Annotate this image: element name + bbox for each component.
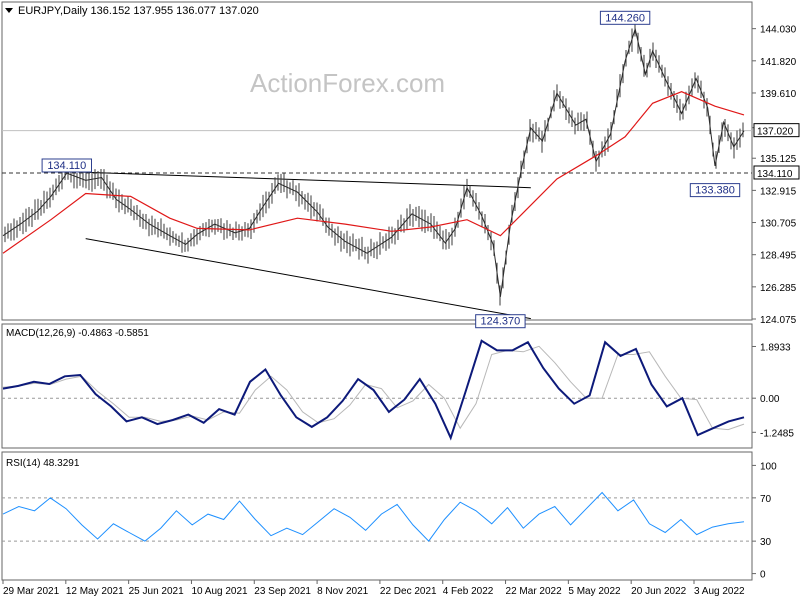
current-price-badge — [753, 123, 800, 138]
x-tick-label: 10 Aug 2021 — [191, 586, 248, 597]
x-tick-label: 20 Jun 2022 — [631, 586, 686, 597]
watermark: ActionForex.com — [250, 68, 445, 98]
annotation-box — [475, 314, 526, 329]
level-label: 134.110 — [757, 169, 793, 180]
annotation-box — [599, 10, 651, 25]
trendline-1 — [66, 171, 531, 189]
rsi-tick-label: 100 — [760, 461, 777, 472]
x-tick-label: 5 May 2022 — [568, 586, 621, 597]
x-tick-label: 22 Dec 2021 — [380, 586, 437, 597]
rsi-line — [2, 491, 745, 542]
x-tick-label: 25 Jun 2021 — [129, 586, 184, 597]
macd-panel — [1, 323, 753, 449]
rsi-tick-label: 30 — [760, 537, 772, 548]
macd-title: MACD(12,26,9) -0.4863 -0.5851 — [6, 328, 149, 339]
price-tick-label: 126.285 — [760, 283, 797, 294]
price-tick-label: 124.075 — [760, 315, 797, 326]
x-tick-label: 29 Mar 2021 — [3, 586, 60, 597]
annotation-label: 144.260 — [605, 12, 645, 24]
current-price-label: 137.020 — [757, 127, 794, 138]
x-tick-label: 23 Sep 2021 — [254, 586, 311, 597]
rsi-tick-label: 70 — [760, 494, 772, 505]
x-tick-label: 4 Feb 2022 — [443, 586, 494, 597]
trendline-2 — [85, 238, 531, 320]
x-tick-label: 8 Nov 2021 — [317, 586, 369, 597]
price-tick-label: 141.820 — [760, 57, 797, 68]
annotation-label: 124.370 — [481, 316, 521, 328]
annotation-label: 134.110 — [47, 160, 86, 172]
price-tick-label: 128.495 — [760, 251, 797, 262]
close-line — [2, 27, 745, 297]
annotation-label: 133.380 — [695, 185, 735, 197]
x-tick-label: 12 May 2021 — [66, 586, 124, 597]
macd-tick-label: 1.8933 — [760, 342, 791, 353]
price-tick-label: 132.915 — [760, 186, 797, 197]
price-tick-label: 139.610 — [760, 89, 797, 100]
macd-tick-label: 0.00 — [760, 394, 780, 405]
macd-line — [2, 339, 745, 441]
price-title: EURJPY,Daily 136.152 137.955 136.077 137… — [18, 5, 259, 17]
level-badge — [753, 165, 800, 180]
price-tick-label: 130.705 — [760, 219, 797, 230]
dropdown-arrow-icon[interactable] — [5, 8, 13, 13]
rsi-title: RSI(14) 48.3291 — [6, 458, 80, 469]
price-tick-label: 135.125 — [760, 154, 797, 165]
annotation-box — [41, 158, 93, 173]
x-tick-label: 3 Aug 2022 — [694, 586, 745, 597]
rsi-tick-label: 0 — [760, 570, 766, 581]
moving-average-line — [2, 91, 745, 254]
rsi-panel — [1, 451, 753, 581]
macd-signal-line — [2, 345, 745, 431]
annotation-box — [689, 183, 741, 198]
price-tick-label: 144.030 — [760, 25, 797, 36]
macd-tick-label: -1.2485 — [760, 428, 794, 439]
x-tick-label: 22 Mar 2022 — [506, 586, 563, 597]
